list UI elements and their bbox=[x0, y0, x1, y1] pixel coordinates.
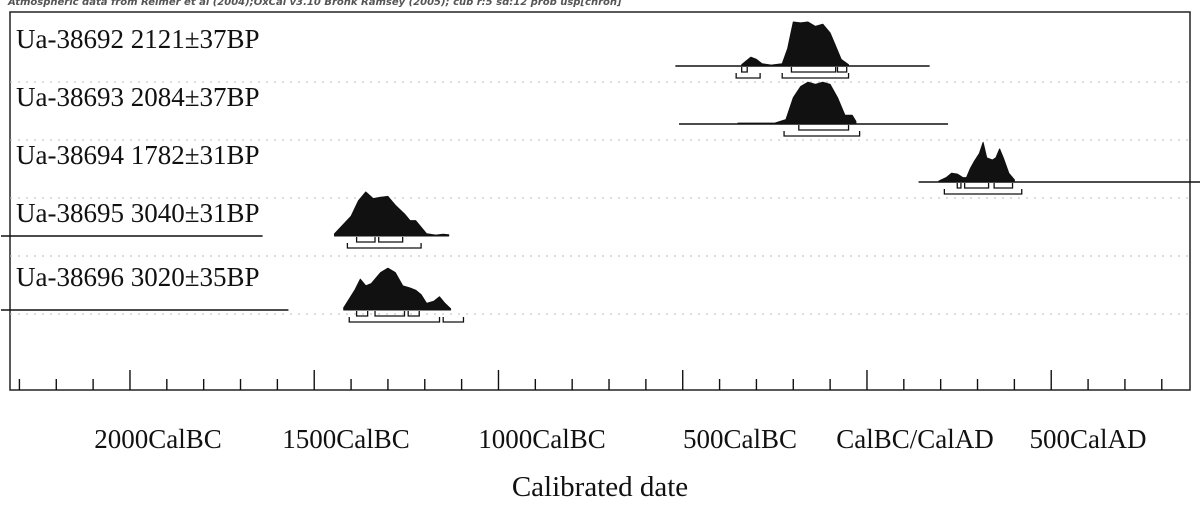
tick-label: 1500CalBC bbox=[282, 424, 410, 454]
hpd-68-bracket bbox=[798, 125, 850, 131]
hpd-95-bracket bbox=[783, 131, 861, 137]
hpd-95-bracket bbox=[346, 243, 422, 249]
tick-label: 2000CalBC bbox=[94, 424, 222, 454]
x-axis-title: Calibrated date bbox=[512, 471, 688, 503]
probability-distribution bbox=[938, 141, 1015, 183]
hpd-68-bracket bbox=[790, 67, 837, 73]
hpd-68-bracket bbox=[407, 311, 420, 317]
hpd-95-bracket bbox=[348, 317, 441, 323]
hpd-68-bracket bbox=[963, 183, 990, 189]
probability-distribution bbox=[737, 81, 857, 125]
hpd-95-bracket bbox=[442, 317, 465, 323]
x-axis-ticks bbox=[18, 370, 1163, 390]
hpd-68-bracket bbox=[355, 311, 369, 317]
distribution-row: Ua-38696 3020±35BP bbox=[1, 262, 465, 323]
hpd-68-bracket bbox=[956, 183, 962, 189]
probability-distribution bbox=[343, 267, 452, 311]
tick-label: 500CalBC bbox=[683, 424, 797, 454]
distribution-row: Ua-38694 1782±31BP bbox=[16, 140, 1200, 195]
hpd-68-bracket bbox=[378, 237, 404, 243]
probability-distribution bbox=[333, 191, 450, 237]
hpd-95-bracket bbox=[943, 189, 1023, 195]
hpd-95-bracket bbox=[781, 73, 850, 79]
tick-label: CalBC/CalAD bbox=[836, 424, 994, 454]
hpd-95-bracket bbox=[735, 73, 761, 79]
distribution-row: Ua-38695 3040±31BP bbox=[1, 191, 450, 249]
tick-label: 1000CalBC bbox=[478, 424, 606, 454]
row-label: Ua-38696 3020±35BP bbox=[16, 262, 260, 292]
distribution-row: Ua-38693 2084±37BP bbox=[16, 81, 949, 137]
row-label: Ua-38694 1782±31BP bbox=[16, 140, 260, 170]
hpd-68-bracket bbox=[993, 183, 1014, 189]
hpd-68-bracket bbox=[374, 311, 406, 317]
chart-caption: Atmospheric data from Reimer et al (2004… bbox=[8, 0, 622, 8]
hpd-68-bracket bbox=[741, 67, 748, 73]
hpd-68-bracket bbox=[836, 67, 848, 73]
row-label: Ua-38692 2121±37BP bbox=[16, 24, 260, 54]
tick-label: 500CalAD bbox=[1030, 424, 1147, 454]
distribution-row: Ua-38692 2121±37BP bbox=[16, 21, 930, 79]
row-label: Ua-38695 3040±31BP bbox=[16, 198, 260, 228]
probability-distribution bbox=[741, 21, 850, 67]
x-axis-tick-labels: 2000CalBC 1500CalBC 1000CalBC 500CalBC CalBC… bbox=[94, 424, 1146, 454]
distribution-rows: Ua-38692 2121±37BP Ua-38693 2084±37BP Ua-3… bbox=[1, 21, 1200, 323]
row-label: Ua-38693 2084±37BP bbox=[16, 82, 260, 112]
hpd-68-bracket bbox=[355, 237, 376, 243]
plot-frame bbox=[9, 11, 1191, 391]
